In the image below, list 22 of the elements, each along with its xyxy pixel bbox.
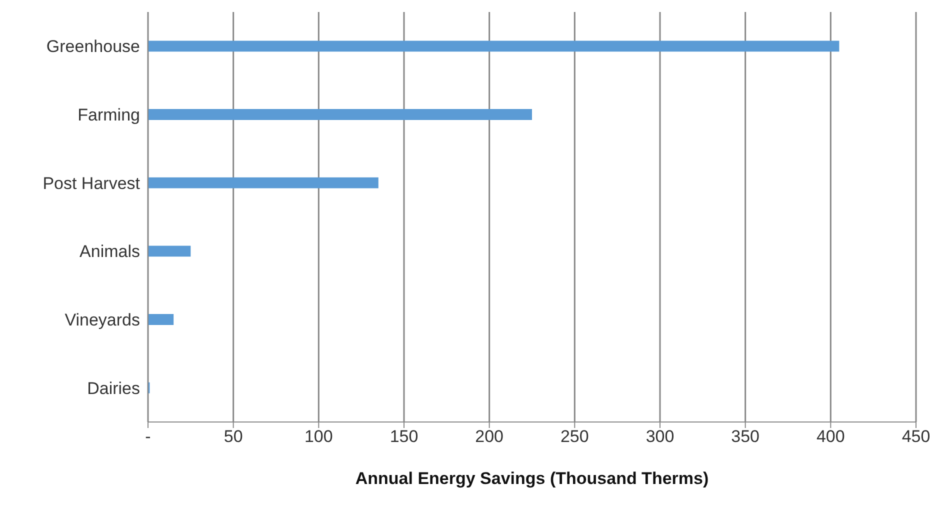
y-tick-label: Vineyards bbox=[64, 310, 140, 330]
x-tick-label: 50 bbox=[224, 427, 243, 446]
y-tick-label: Greenhouse bbox=[46, 37, 140, 56]
bar bbox=[148, 177, 378, 188]
x-tick-label: 150 bbox=[390, 427, 418, 446]
x-tick-label: 350 bbox=[731, 427, 760, 446]
bar bbox=[148, 109, 532, 120]
x-axis-title: Annual Energy Savings (Thousand Therms) bbox=[355, 469, 709, 488]
y-tick-label: Dairies bbox=[87, 378, 140, 398]
bar bbox=[148, 246, 191, 257]
x-tick-label: 450 bbox=[902, 427, 930, 446]
x-tick-label: 400 bbox=[816, 427, 845, 446]
bar bbox=[148, 40, 840, 52]
y-tick-label: Animals bbox=[80, 242, 140, 262]
x-tick-label: - bbox=[145, 427, 151, 446]
bar bbox=[148, 314, 174, 325]
y-tick-label: Farming bbox=[78, 106, 140, 125]
x-tick-label: 250 bbox=[560, 427, 589, 446]
x-tick-label: 200 bbox=[475, 427, 504, 446]
y-tick-label: Post Harvest bbox=[42, 174, 140, 193]
x-tick-label: 100 bbox=[304, 427, 333, 446]
x-tick-label: 300 bbox=[646, 427, 674, 446]
